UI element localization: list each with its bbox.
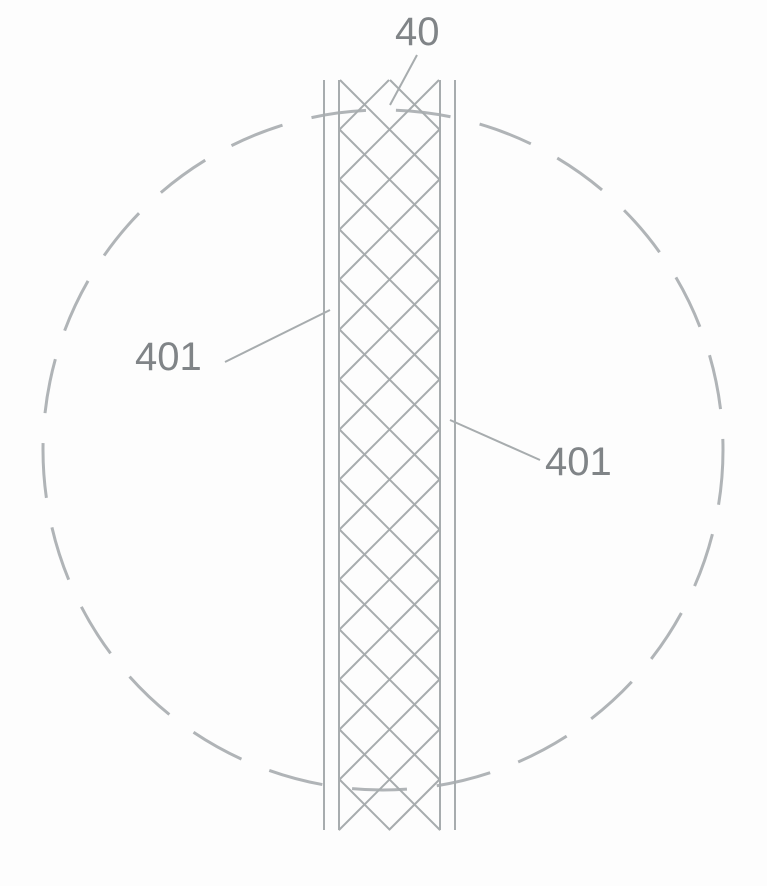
diagram-root: 40 401 401 xyxy=(0,0,767,886)
center-column xyxy=(324,80,455,830)
callout-label-401-right: 401 xyxy=(545,440,612,484)
leader-line-40 xyxy=(390,55,417,105)
detail-circle xyxy=(43,110,723,790)
callout-label-40: 40 xyxy=(395,10,440,54)
column-crosshatch xyxy=(339,80,440,830)
callout-label-401-left: 401 xyxy=(135,335,202,379)
leader-line-401-left xyxy=(225,310,330,362)
leader-line-401-right xyxy=(450,420,540,460)
